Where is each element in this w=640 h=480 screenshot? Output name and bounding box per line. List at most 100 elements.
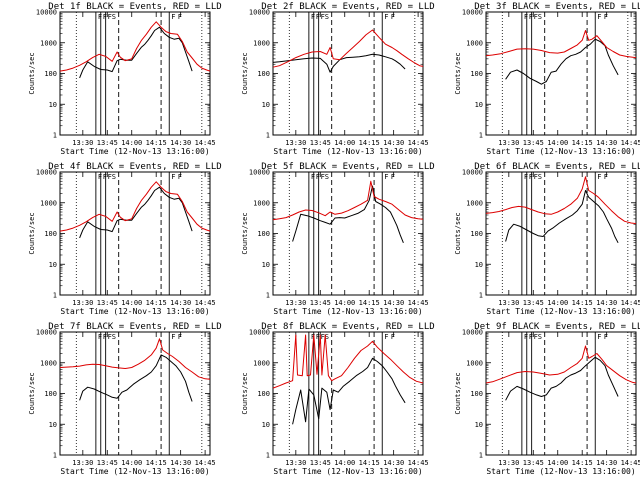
panel-8: Det 8f BLACK = Events, RED = LLD 1 10 100 10… <box>241 322 435 476</box>
panel-2: Det 2f BLACK = Events, RED = LLD 1 10 100 10… <box>241 2 435 156</box>
y-axis-label: Counts/sec <box>454 52 462 94</box>
flag-annotation: F <box>98 333 102 341</box>
x-tick-label: 13:45 <box>310 299 331 307</box>
start-annotation: S <box>112 173 116 181</box>
y-tick-label: 1000 <box>40 39 57 47</box>
flag-annotation: F <box>108 13 112 21</box>
x-tick-label: 14:45 <box>408 299 429 307</box>
x-tick-label: 14:45 <box>195 299 216 307</box>
flag-annotation: F <box>524 173 528 181</box>
x-tick-label: 14:30 <box>170 299 191 307</box>
x-tick-label: 13:30 <box>498 139 519 147</box>
y-tick-label: 10 <box>475 261 483 269</box>
x-tick-label: 13:45 <box>310 459 331 467</box>
series-events-line <box>79 186 193 239</box>
flag-annotation: F <box>384 333 388 341</box>
start-annotation: S <box>325 333 329 341</box>
series-events-line <box>79 26 193 79</box>
x-axis-label: Start Time (12-Nov-13 13:16:00) <box>60 467 209 476</box>
y-tick-label: 100 <box>257 390 270 398</box>
x-tick-label: 14:00 <box>121 139 142 147</box>
y-tick-label: 1000 <box>40 359 57 367</box>
y-tick-label: 1 <box>479 292 483 300</box>
plot-frame <box>59 331 211 456</box>
panel-title: Det 4f BLACK = Events, RED = LLD <box>48 162 221 172</box>
x-tick-label: 13:45 <box>523 299 544 307</box>
y-tick-label: 100 <box>470 70 483 78</box>
flag-annotation: F <box>171 13 175 21</box>
flag-annotation: F <box>524 13 528 21</box>
flag-annotation: F <box>178 173 182 181</box>
panel-9: Det 9f BLACK = Events, RED = LLD 1 10 100 10… <box>454 322 640 476</box>
x-axis-label: Start Time (12-Nov-13 13:16:00) <box>60 307 209 316</box>
plot-frame <box>59 11 211 136</box>
flag-annotation: F <box>524 333 528 341</box>
x-tick-label: 14:30 <box>383 139 404 147</box>
y-tick-label: 10 <box>475 101 483 109</box>
x-tick-label: 14:15 <box>146 299 167 307</box>
y-tick-label: 10000 <box>462 329 483 337</box>
y-tick-label: 10 <box>49 421 57 429</box>
flag-annotation: F <box>316 333 320 341</box>
panel-4: Det 4f BLACK = Events, RED = LLD 1 10 100 10… <box>28 162 222 316</box>
x-tick-label: 14:30 <box>596 299 617 307</box>
x-tick-label: 13:45 <box>97 459 118 467</box>
y-tick-label: 100 <box>44 230 57 238</box>
y-tick-label: 10000 <box>249 9 270 17</box>
start-annotation: S <box>538 173 542 181</box>
flag-annotation: F <box>108 333 112 341</box>
x-axis-label: Start Time (12-Nov-13 13:16:00) <box>486 467 635 476</box>
flag-annotation: F <box>384 13 388 21</box>
series-events-line <box>292 185 404 243</box>
flag-annotation: F <box>391 173 395 181</box>
x-tick-label: 13:45 <box>97 299 118 307</box>
flag-annotation: F <box>103 173 107 181</box>
y-axis-label: Counts/sec <box>28 52 36 94</box>
x-tick-label: 14:00 <box>121 459 142 467</box>
flag-annotation: F <box>311 173 315 181</box>
x-tick-label: 13:30 <box>285 139 306 147</box>
x-axis-label: Start Time (12-Nov-13 13:16:00) <box>486 307 635 316</box>
x-tick-label: 14:15 <box>359 299 380 307</box>
y-tick-label: 1 <box>266 132 270 140</box>
flag-annotation: F <box>529 13 533 21</box>
panel-title: Det 5f BLACK = Events, RED = LLD <box>261 162 434 172</box>
flag-annotation: F <box>321 13 325 21</box>
y-axis-label: Counts/sec <box>28 372 36 414</box>
x-tick-label: 14:15 <box>146 459 167 467</box>
y-tick-label: 1 <box>53 132 57 140</box>
x-axis-label: Start Time (12-Nov-13 13:16:00) <box>273 307 422 316</box>
series-events-line <box>505 190 619 244</box>
x-axis-label: Start Time (12-Nov-13 13:16:00) <box>486 147 635 156</box>
x-tick-label: 13:30 <box>72 139 93 147</box>
y-axis-label: Counts/sec <box>454 372 462 414</box>
x-tick-label: 14:00 <box>547 459 568 467</box>
flag-annotation: F <box>108 173 112 181</box>
y-axis-label: Counts/sec <box>241 212 249 254</box>
flag-annotation: F <box>98 13 102 21</box>
y-tick-label: 1 <box>53 292 57 300</box>
y-tick-label: 1000 <box>466 359 483 367</box>
x-tick-label: 14:45 <box>621 299 640 307</box>
x-tick-label: 14:45 <box>408 139 429 147</box>
x-tick-label: 14:15 <box>359 459 380 467</box>
series-lld-line <box>272 180 424 221</box>
x-tick-label: 13:30 <box>285 299 306 307</box>
x-tick-label: 14:00 <box>121 299 142 307</box>
y-tick-label: 10000 <box>249 169 270 177</box>
y-tick-label: 10000 <box>462 9 483 17</box>
series-lld-line <box>59 181 211 232</box>
x-tick-label: 14:00 <box>547 299 568 307</box>
y-axis-label: Counts/sec <box>28 212 36 254</box>
x-tick-label: 14:30 <box>596 139 617 147</box>
x-tick-label: 14:45 <box>195 459 216 467</box>
y-tick-label: 1000 <box>253 359 270 367</box>
x-tick-label: 13:30 <box>72 299 93 307</box>
start-annotation: S <box>112 333 116 341</box>
x-tick-label: 13:30 <box>285 459 306 467</box>
start-annotation: S <box>325 173 329 181</box>
y-tick-label: 10000 <box>249 329 270 337</box>
flag-annotation: F <box>311 333 315 341</box>
y-tick-label: 100 <box>44 70 57 78</box>
